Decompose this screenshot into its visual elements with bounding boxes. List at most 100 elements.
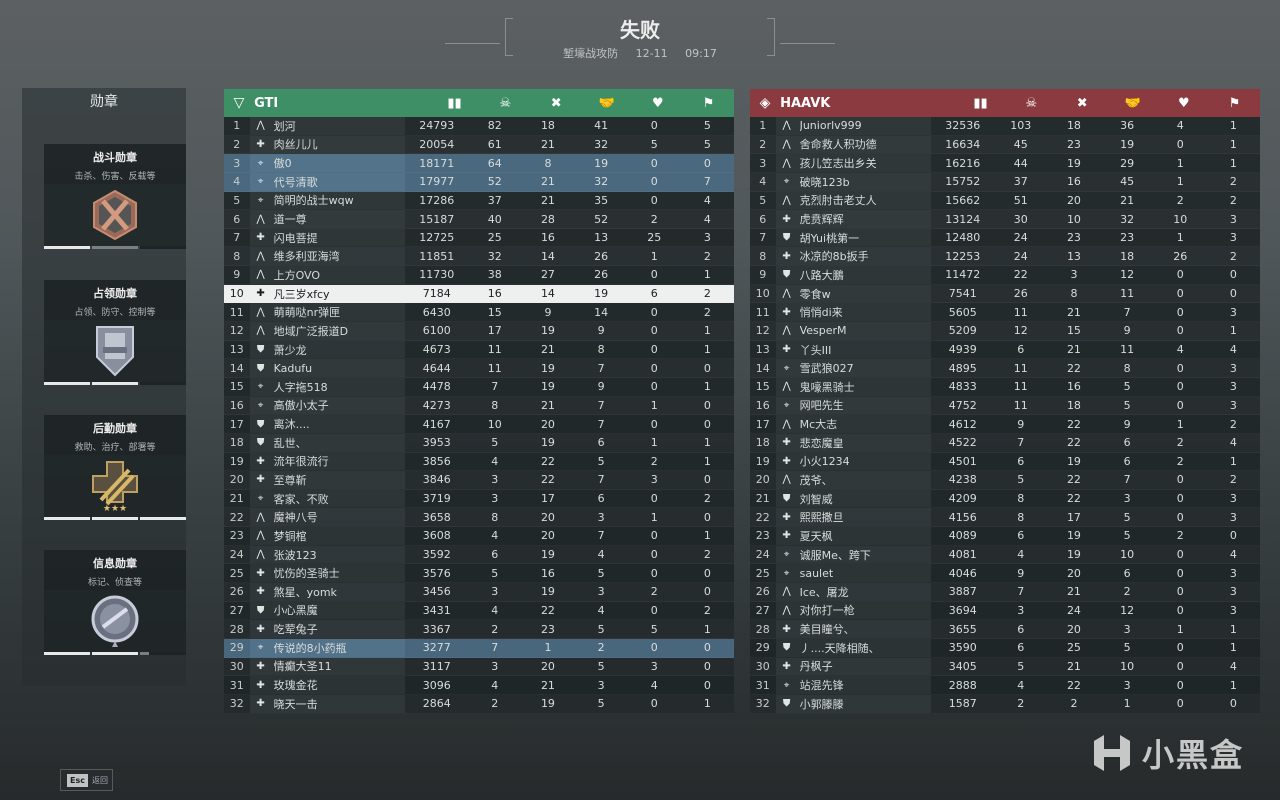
player-row[interactable]: 32 ⛊ 小郭滕滕 1587 2 2 1 0 0 <box>750 694 1260 714</box>
player-row[interactable]: 16 ⌖ 网吧先生 4752 11 18 5 0 3 <box>750 396 1260 416</box>
player-row[interactable]: 32 ✚ 晓天一击 2864 2 19 5 0 1 <box>224 694 734 714</box>
assault-class-icon: ⋀ <box>256 549 265 561</box>
player-row[interactable]: 21 ⛊ 刘智威 4209 8 22 3 0 3 <box>750 489 1260 509</box>
syringe-gold-medal-icon: ★★★ <box>44 455 186 517</box>
player-row[interactable]: 1 ⋀ Juniorlv999 32536 103 18 36 4 1 <box>750 117 1260 136</box>
objectives-icon[interactable]: ⚑ <box>702 95 715 111</box>
player-row[interactable]: 29 ⌖ 传说的8小药瓶 3277 7 1 2 0 0 <box>224 638 734 658</box>
player-row[interactable]: 10 ✚ 凡三岁xfcy 7184 16 14 19 6 2 <box>224 284 734 304</box>
player-name: 刘智威 <box>799 492 833 506</box>
score-icon[interactable]: ▮▮ <box>973 95 988 111</box>
player-row[interactable]: 23 ✚ 夏天枫 4089 6 19 5 2 0 <box>750 527 1260 546</box>
player-row[interactable]: 17 ⛊ 离沐.... 4167 10 20 7 0 0 <box>224 415 734 434</box>
player-row[interactable]: 28 ✚ 吃荤兔子 3367 2 23 5 5 1 <box>224 620 734 639</box>
player-row[interactable]: 15 ⋀ 鬼嚎黑骑士 4833 11 16 5 0 3 <box>750 377 1260 397</box>
player-row[interactable]: 5 ⌖ 简明的战士wqw 17286 37 21 35 0 4 <box>224 191 734 211</box>
assists-icon[interactable]: 🤝 <box>1124 95 1142 111</box>
player-row[interactable]: 6 ⋀ 道一尊 15187 40 28 52 2 4 <box>224 210 734 229</box>
objectives-icon[interactable]: ⚑ <box>1228 95 1241 111</box>
score-icon[interactable]: ▮▮ <box>447 95 462 111</box>
player-assists: 6 <box>1123 436 1131 450</box>
player-row[interactable]: 14 ⌖ 雪武狼027 4895 11 22 8 0 3 <box>750 359 1260 378</box>
player-row[interactable]: 13 ✚ 丫头III 4939 6 21 11 4 4 <box>750 340 1260 360</box>
kills-icon[interactable]: ☠ <box>1025 95 1038 111</box>
player-deaths: 22 <box>1066 361 1081 375</box>
player-row[interactable]: 11 ⋀ 萌萌哒nr弹匣 6430 15 9 14 0 2 <box>224 303 734 323</box>
player-score: 4167 <box>422 417 451 431</box>
player-row[interactable]: 3 ⌖ 傲0 18171 64 8 19 0 0 <box>224 154 734 173</box>
player-row[interactable]: 24 ⌖ 诚服Me、跨下 4081 4 19 10 0 4 <box>750 545 1260 565</box>
player-row[interactable]: 26 ⋀ Ice、屠龙 3887 7 21 2 0 3 <box>750 583 1260 602</box>
player-revives: 0 <box>1176 361 1184 375</box>
player-row[interactable]: 26 ✚ 煞星、yomk 3456 3 19 3 2 0 <box>224 583 734 602</box>
player-row[interactable]: 19 ✚ 流年很流行 3856 4 22 5 2 1 <box>224 452 734 472</box>
player-row[interactable]: 12 ⋀ 地域广泛报道D 6100 17 19 9 0 1 <box>224 322 734 341</box>
player-row[interactable]: 10 ⋀ 零食w 7541 26 8 11 0 0 <box>750 284 1260 304</box>
player-row[interactable]: 18 ✚ 悲恋魔皇 4522 7 22 6 2 4 <box>750 433 1260 453</box>
player-row[interactable]: 6 ✚ 虎贲辉辉 13124 30 10 32 10 3 <box>750 210 1260 229</box>
player-kills: 103 <box>1010 119 1032 133</box>
assists-icon[interactable]: 🤝 <box>598 95 616 111</box>
player-row[interactable]: 9 ⛊ 八路大鵬 11472 22 3 12 0 0 <box>750 266 1260 285</box>
player-row[interactable]: 15 ⌖ 人字拖518 4478 7 19 9 0 1 <box>224 377 734 397</box>
player-row[interactable]: 22 ⋀ 魔神八号 3658 8 20 3 1 0 <box>224 508 734 528</box>
player-row[interactable]: 2 ✚ 肉丝儿儿 20054 61 21 32 5 5 <box>224 135 734 155</box>
medal-description: 标记、侦查等 <box>87 578 142 588</box>
player-row[interactable]: 17 ⋀ Mc大志 4612 9 22 9 1 2 <box>750 415 1260 434</box>
player-row[interactable]: 4 ⌖ 代号清歌 17977 52 21 32 0 7 <box>224 172 734 192</box>
revives-icon[interactable]: ♥ <box>1177 95 1190 111</box>
player-row[interactable]: 2 ⋀ 舍命救人积功德 16634 45 23 19 0 1 <box>750 135 1260 155</box>
bracket-right <box>767 18 775 56</box>
player-row[interactable]: 31 ✚ 玫瑰金花 3096 4 21 3 4 0 <box>224 676 734 695</box>
kills-icon[interactable]: ☠ <box>499 95 512 111</box>
player-name-cell: ⋀ 划河 <box>249 117 406 135</box>
player-row[interactable]: 11 ✚ 悄悄di来 5605 11 21 7 0 3 <box>750 303 1260 323</box>
player-row[interactable]: 5 ⋀ 克烈肘击老丈人 15662 51 20 21 2 2 <box>750 191 1260 211</box>
player-row[interactable]: 9 ⋀ 上方OVO 11730 38 27 26 0 1 <box>224 266 734 285</box>
deaths-icon[interactable]: ✖ <box>1076 95 1088 111</box>
player-row[interactable]: 7 ⛊ 胡Yui桃第一 12480 24 23 23 1 3 <box>750 228 1260 248</box>
player-row[interactable]: 25 ⌖ saulet 4046 9 20 6 0 3 <box>750 564 1260 584</box>
player-assists: 9 <box>597 380 605 394</box>
player-row[interactable]: 7 ✚ 闪电菩提 12725 25 16 13 25 3 <box>224 228 734 248</box>
player-kills: 5 <box>1017 473 1025 487</box>
deaths-icon[interactable]: ✖ <box>550 95 562 111</box>
player-assists: 13 <box>594 231 609 245</box>
player-row[interactable]: 1 ⋀ 划河 24793 82 18 41 0 5 <box>224 117 734 136</box>
player-row[interactable]: 4 ⌖ 破晓123b 15752 37 16 45 1 2 <box>750 172 1260 192</box>
player-score: 24793 <box>419 119 455 133</box>
player-score: 4833 <box>948 380 977 394</box>
player-row[interactable]: 20 ✚ 至尊靳 3846 3 22 7 3 0 <box>224 471 734 490</box>
player-row[interactable]: 21 ⌖ 客家、不败 3719 3 17 6 0 2 <box>224 489 734 509</box>
player-row[interactable]: 27 ⋀ 对你打一枪 3694 3 24 12 0 3 <box>750 601 1260 621</box>
support-class-icon: ✚ <box>256 698 265 710</box>
player-row[interactable]: 25 ✚ 忧伤的圣骑士 3576 5 16 5 0 0 <box>224 564 734 584</box>
player-row[interactable]: 20 ⋀ 茂爷、 4238 5 22 7 0 2 <box>750 471 1260 490</box>
player-row[interactable]: 8 ⋀ 维多利亚海湾 11851 32 14 26 1 2 <box>224 247 734 267</box>
player-row[interactable]: 13 ⛊ 萧少龙 4673 11 21 8 0 1 <box>224 340 734 360</box>
player-name: 上方OVO <box>273 268 321 282</box>
player-row[interactable]: 23 ⋀ 梦铜棺 3608 4 20 7 0 1 <box>224 527 734 546</box>
player-row[interactable]: 19 ✚ 小火1234 4501 6 19 6 2 1 <box>750 452 1260 472</box>
player-row[interactable]: 28 ✚ 美目瞳兮、 3655 6 20 3 1 1 <box>750 620 1260 639</box>
player-row[interactable]: 12 ⋀ VesperM 5209 12 15 9 0 1 <box>750 322 1260 341</box>
assault-class-icon: ⋀ <box>256 250 265 262</box>
player-score: 4644 <box>422 361 451 375</box>
player-row[interactable]: 30 ✚ 丹枫子 3405 5 21 10 0 4 <box>750 657 1260 677</box>
revives-icon[interactable]: ♥ <box>651 95 664 111</box>
support-class-icon: ✚ <box>256 288 265 300</box>
player-row[interactable]: 29 ⛊ 丿....天降相随、 3590 6 25 5 0 1 <box>750 638 1260 658</box>
player-row[interactable]: 31 ⌖ 站混先锋 2888 4 22 3 0 1 <box>750 676 1260 695</box>
player-row[interactable]: 30 ✚ 情癫大圣11 3117 3 20 5 3 0 <box>224 657 734 677</box>
player-row[interactable]: 27 ⛊ 小心黑魔 3431 4 22 4 0 2 <box>224 601 734 621</box>
player-row[interactable]: 14 ⛊ Kadufu 4644 11 19 7 0 0 <box>224 359 734 378</box>
player-row[interactable]: 18 ⛊ 乱世、 3953 5 19 6 1 1 <box>224 433 734 453</box>
player-row[interactable]: 3 ⋀ 孩儿笠志出乡关 16216 44 19 29 1 1 <box>750 154 1260 173</box>
crossed-swords-bronze-medal-icon <box>44 184 186 246</box>
player-row[interactable]: 8 ✚ 冰凉的8b扳手 12253 24 13 18 26 2 <box>750 247 1260 267</box>
player-row[interactable]: 22 ✚ 熙熙撒旦 4156 8 17 5 0 3 <box>750 508 1260 528</box>
player-row[interactable]: 24 ⋀ 张波123 3592 6 19 4 0 2 <box>224 545 734 565</box>
back-button[interactable]: Esc 返回 <box>60 769 113 791</box>
player-row[interactable]: 16 ⌖ 高傲小太子 4273 8 21 7 1 0 <box>224 396 734 416</box>
player-kills: 5 <box>491 436 499 450</box>
